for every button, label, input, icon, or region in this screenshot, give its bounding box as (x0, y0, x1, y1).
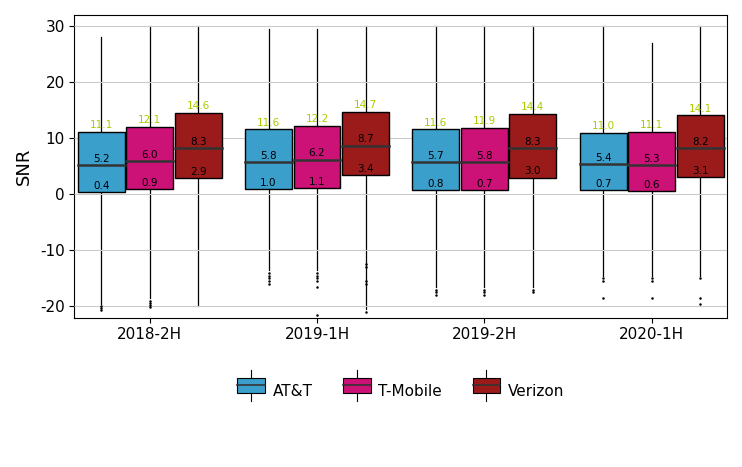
Text: 11.6: 11.6 (424, 118, 447, 127)
Text: 5.3: 5.3 (643, 154, 660, 163)
Text: 6.2: 6.2 (309, 149, 325, 158)
Text: 0.6: 0.6 (643, 180, 660, 190)
Bar (413, 129, 459, 190)
Text: 6.0: 6.0 (142, 149, 158, 160)
Text: 12.2: 12.2 (306, 114, 329, 124)
Text: 5.7: 5.7 (427, 151, 444, 161)
Bar (175, 113, 222, 178)
Bar (677, 115, 723, 177)
Text: 1.1: 1.1 (309, 177, 325, 187)
Text: 8.3: 8.3 (525, 137, 541, 147)
Text: 11.9: 11.9 (473, 116, 496, 126)
Text: 0.8: 0.8 (427, 179, 444, 189)
Bar (78, 132, 125, 192)
Text: 3.1: 3.1 (692, 166, 709, 176)
Text: 11.1: 11.1 (640, 120, 663, 130)
Bar (628, 132, 675, 191)
Bar (580, 133, 626, 191)
Text: 0.7: 0.7 (595, 179, 611, 189)
Bar (245, 129, 292, 189)
Text: 14.6: 14.6 (187, 101, 210, 111)
Bar (342, 112, 389, 175)
Text: 1.0: 1.0 (260, 177, 277, 188)
Text: 0.4: 0.4 (93, 181, 109, 191)
Text: 5.4: 5.4 (595, 153, 611, 163)
Text: 8.3: 8.3 (190, 137, 206, 147)
Y-axis label: SNR: SNR (15, 148, 33, 185)
Bar (126, 127, 173, 189)
Text: 0.7: 0.7 (476, 179, 493, 189)
Bar (510, 113, 556, 177)
Text: 12.1: 12.1 (138, 115, 161, 125)
Text: 14.1: 14.1 (689, 104, 712, 113)
Text: 5.2: 5.2 (93, 154, 110, 164)
Text: 2.9: 2.9 (190, 167, 206, 177)
Text: 14.4: 14.4 (522, 102, 545, 112)
Text: 5.8: 5.8 (476, 151, 493, 161)
Text: 11.1: 11.1 (90, 120, 113, 130)
Text: 3.0: 3.0 (525, 166, 541, 177)
Bar (294, 126, 341, 188)
Bar (461, 127, 508, 191)
Text: 11.0: 11.0 (591, 121, 614, 131)
Text: 5.8: 5.8 (260, 151, 277, 161)
Text: 11.6: 11.6 (257, 118, 280, 127)
Text: 8.2: 8.2 (692, 137, 709, 147)
Text: 14.7: 14.7 (354, 100, 377, 110)
Text: 3.4: 3.4 (357, 164, 374, 174)
Text: 8.7: 8.7 (357, 134, 374, 144)
Legend: AT&T, T-Mobile, Verizon: AT&T, T-Mobile, Verizon (232, 377, 570, 405)
Text: 0.9: 0.9 (142, 178, 158, 188)
